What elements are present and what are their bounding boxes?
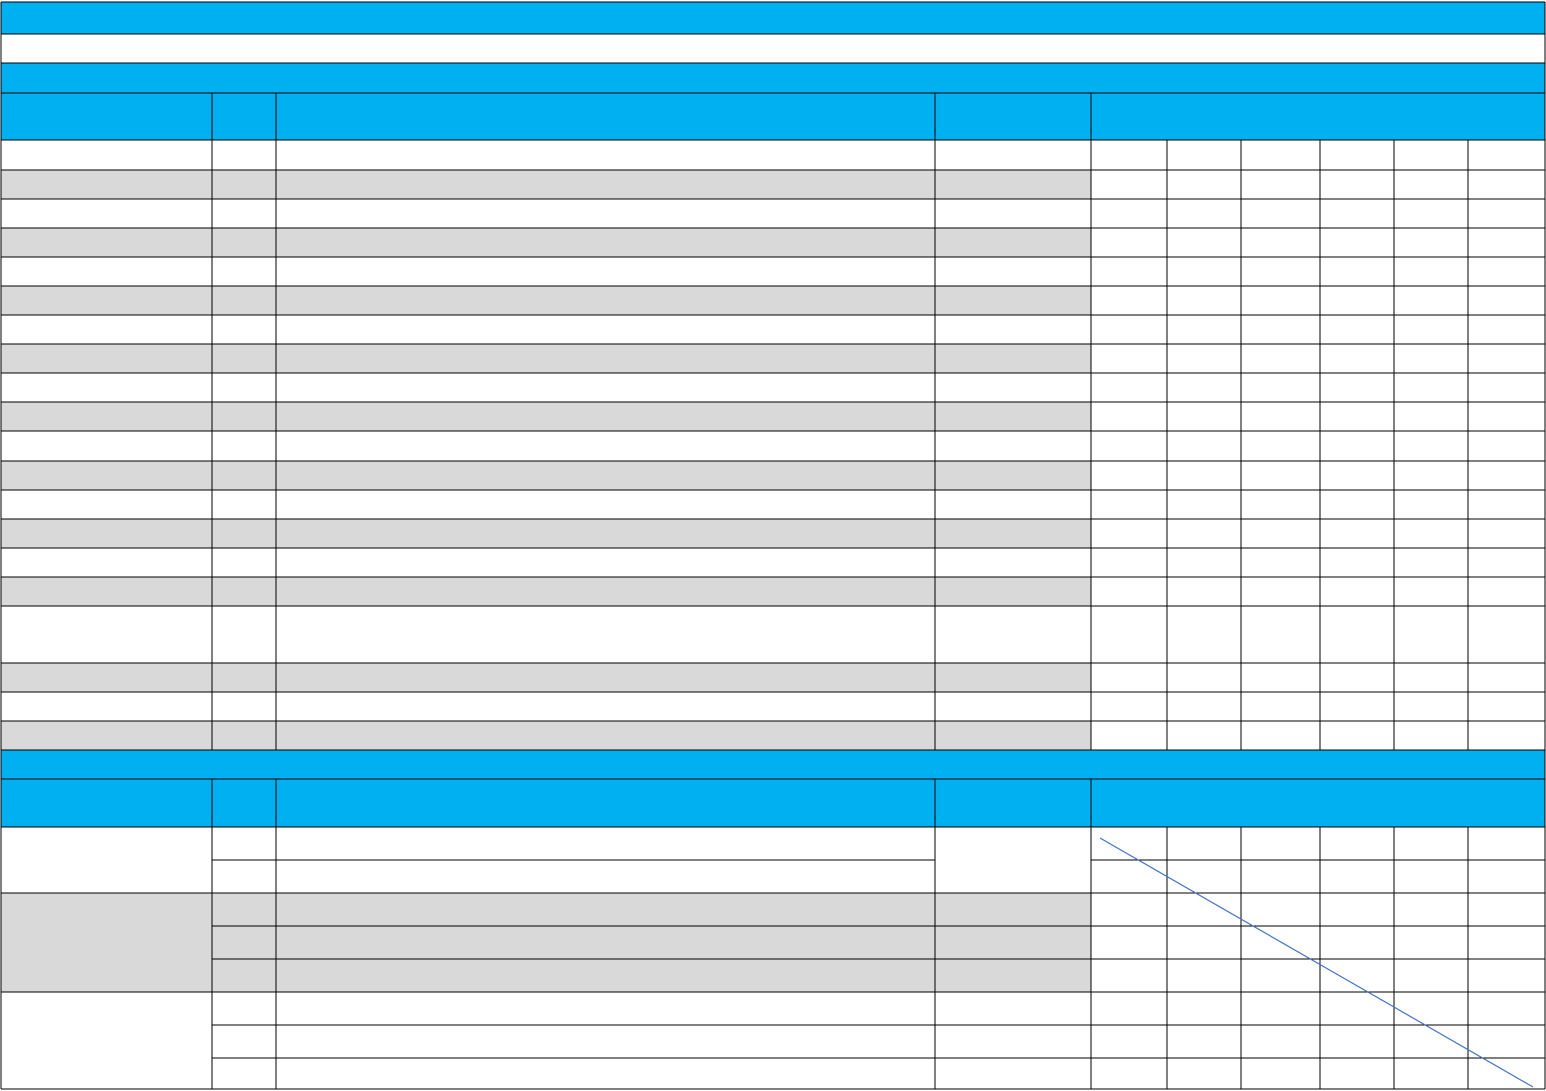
row-shade [1,577,1091,606]
row-shade [1,663,1091,692]
row-shade [1,344,1091,373]
section-band [1,63,1545,93]
row-shade [1,402,1091,431]
title-band [1,2,1545,34]
diagonal-line [1099,837,1534,1088]
row-shade [1,519,1091,548]
subtitle-row [1,34,1545,63]
row-shade [1,721,1091,750]
row-shade [1,461,1091,490]
section-band [1,750,1545,779]
row-shade [1,286,1091,315]
group-shade [1,893,1091,992]
header-row [1,779,1545,827]
row-shade [1,170,1091,199]
header-row [1,93,1545,140]
row-shade [1,228,1091,257]
